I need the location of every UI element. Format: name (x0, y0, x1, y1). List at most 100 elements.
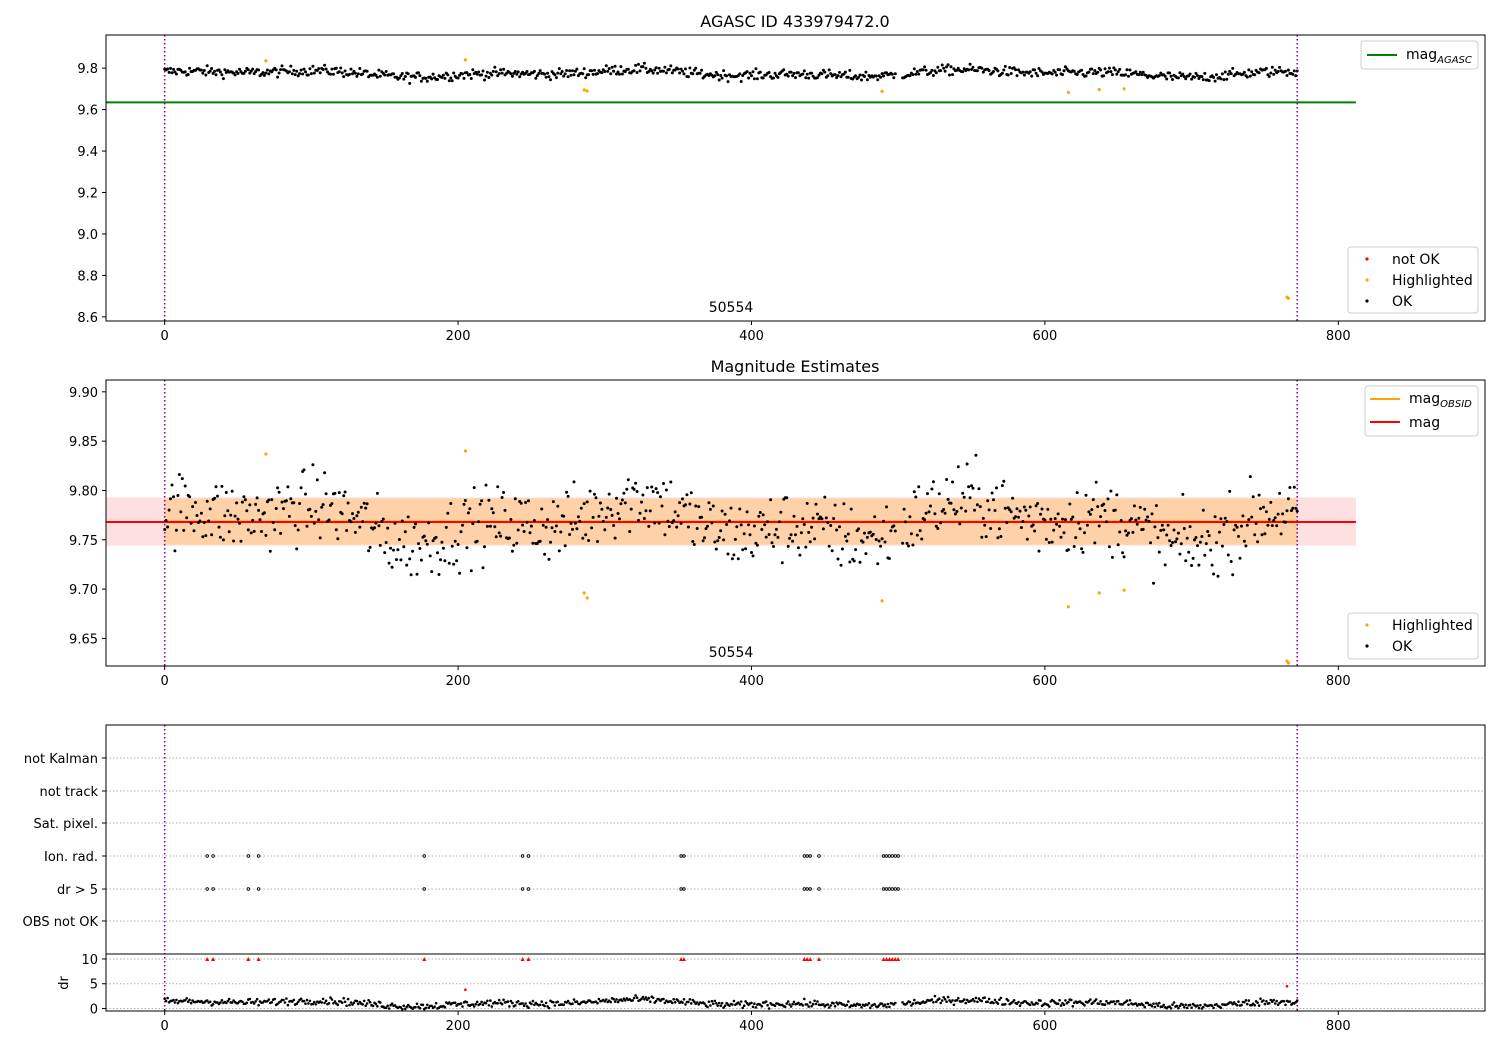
dr-point (1177, 1006, 1180, 1010)
dr-point (379, 1001, 382, 1004)
ok-point (1219, 77, 1223, 81)
flag-marker (682, 854, 686, 858)
dr-point (1196, 1004, 1199, 1007)
dr-point (883, 1003, 887, 1006)
ok-point (609, 72, 613, 76)
dr-point (509, 999, 513, 1003)
ok-point (606, 69, 610, 73)
ok-point (820, 72, 824, 76)
ok-point (1292, 485, 1296, 489)
ok-point (774, 527, 778, 531)
ok-point (667, 525, 671, 528)
ok-point (1288, 486, 1292, 489)
dr-point (673, 1001, 677, 1004)
ok-point (513, 70, 517, 73)
dr-point (854, 1004, 857, 1007)
ok-point (772, 76, 775, 80)
ok-point (441, 546, 445, 550)
ok-point (452, 71, 456, 75)
ok-point (773, 71, 777, 75)
dr-point (374, 1002, 378, 1006)
ok-point (934, 524, 938, 528)
ok-point (1115, 72, 1119, 76)
ok-point (400, 72, 404, 75)
ok-point (1219, 517, 1223, 521)
ok-point (368, 545, 372, 549)
dr-point (390, 1002, 394, 1005)
flag-marker (211, 854, 215, 858)
panel2-obsid-annotation: 50554 (709, 645, 754, 661)
ok-point (629, 507, 633, 511)
ok-point (1106, 70, 1110, 74)
flag-row-label: Sat. pixel. (34, 817, 98, 832)
ok-point (1225, 520, 1229, 523)
ok-point (612, 524, 616, 527)
dr-point (766, 1003, 769, 1007)
ok-point (857, 527, 861, 531)
dr-point (858, 1003, 862, 1006)
dr-point (631, 999, 634, 1002)
ok-point (672, 519, 676, 523)
ok-point (663, 65, 667, 69)
ok-point (493, 65, 497, 69)
ok-point (403, 75, 407, 78)
ok-point (1150, 512, 1154, 516)
dr-point (986, 1000, 989, 1003)
ok-point (854, 548, 858, 552)
flag-marker (817, 887, 821, 891)
ok-point (289, 497, 293, 501)
ok-point (1162, 528, 1166, 532)
ok-point (613, 536, 617, 540)
ok-point (238, 67, 241, 71)
dr-point (283, 1001, 287, 1004)
dr-point (538, 1003, 542, 1007)
ok-point (236, 71, 240, 75)
ok-point (430, 570, 434, 574)
ok-point (299, 68, 303, 72)
ok-point (929, 71, 932, 75)
ok-point (491, 69, 495, 73)
ok-point (607, 67, 611, 71)
ok-point (284, 499, 288, 503)
ok-point (728, 519, 731, 523)
dr-point (255, 997, 259, 1001)
ok-point (931, 480, 935, 484)
ok-point (412, 525, 416, 529)
ok-point (1085, 523, 1089, 527)
flag-row-label: dr > 5 (57, 883, 98, 898)
dr-point (1062, 1003, 1066, 1006)
ok-point (946, 63, 950, 67)
ok-point (827, 544, 831, 548)
ok-point (876, 562, 880, 566)
flag-marker (682, 887, 686, 891)
ok-point (604, 64, 608, 68)
ok-point (598, 501, 602, 505)
dr-point (254, 1000, 257, 1003)
panel3-xtick-label: 400 (739, 1019, 764, 1034)
dr-point (624, 999, 627, 1002)
ok-point (494, 535, 498, 539)
ok-point (1081, 550, 1085, 554)
ok-point (686, 75, 690, 79)
ok-point (183, 484, 187, 488)
ok-point (717, 78, 721, 82)
dr-point (496, 1002, 500, 1005)
ok-point (208, 69, 212, 73)
ok-point (329, 72, 332, 76)
ok-point (1247, 518, 1251, 522)
ok-point (314, 509, 318, 513)
ok-point (465, 71, 469, 75)
ok-point (829, 72, 833, 76)
ok-point (584, 76, 588, 80)
legend-mag-obsid-label: magOBSID (1409, 391, 1472, 410)
ok-point (440, 76, 444, 79)
ok-point (566, 494, 570, 498)
dr-point (226, 999, 230, 1003)
ok-point (309, 72, 313, 76)
ok-point (207, 519, 211, 523)
ok-point (1008, 66, 1012, 69)
dr-point (241, 1000, 244, 1004)
ok-point (833, 503, 837, 507)
ok-point (675, 525, 679, 529)
dr-point (827, 1006, 831, 1009)
